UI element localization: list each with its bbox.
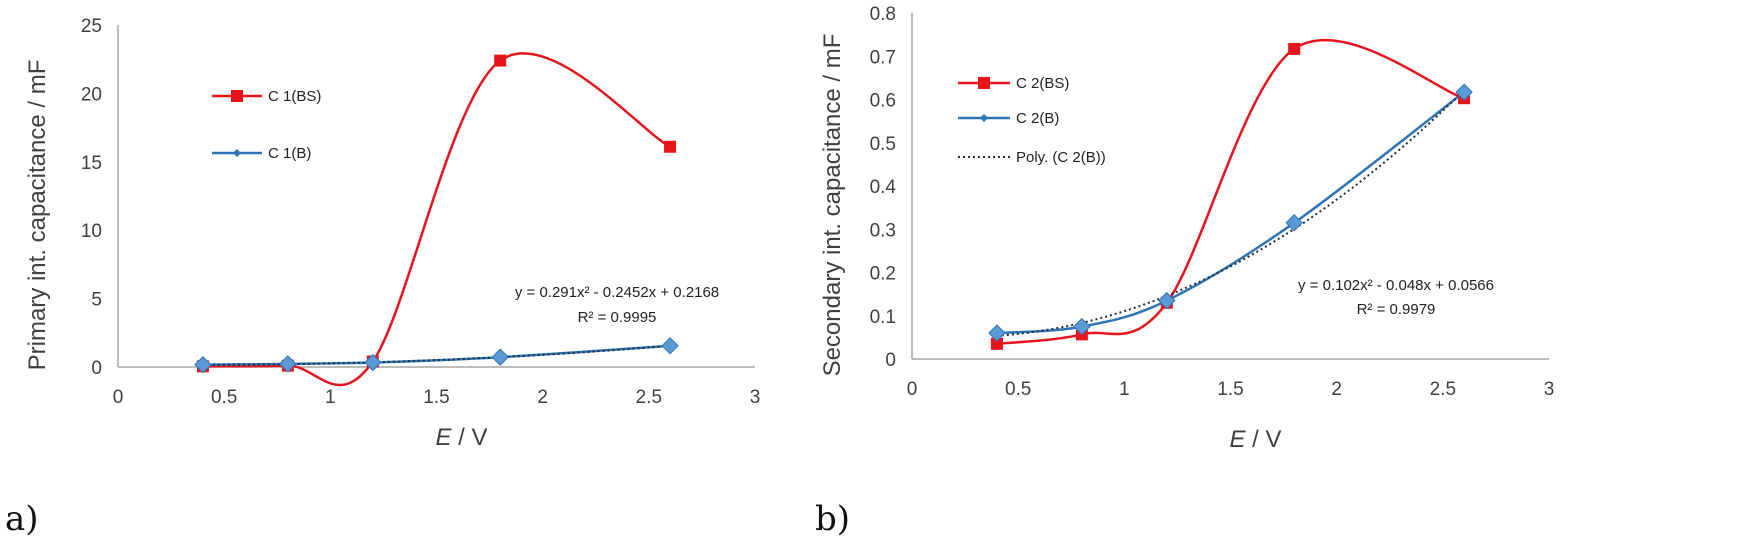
trendline-equation: y = 0.102x² - 0.048x + 0.0566 <box>1298 277 1494 294</box>
trendline-equation: y = 0.291x² - 0.2452x + 0.2168 <box>515 284 719 301</box>
legend-label: C 2(BS) <box>1016 75 1069 92</box>
x-tick-label: 1 <box>325 387 336 408</box>
trendline-poly <box>996 89 1465 337</box>
x-tick-label: 3 <box>1544 379 1555 400</box>
panel-label: b) <box>815 499 850 539</box>
data-point-b <box>661 337 679 355</box>
data-point-b <box>988 324 1006 342</box>
data-point-b <box>1158 291 1176 310</box>
x-tick-label: 1.5 <box>1217 379 1243 400</box>
x-tick-label: 0.5 <box>211 387 237 408</box>
data-point-bs <box>494 54 507 67</box>
x-tick-label: 2 <box>1331 379 1342 400</box>
legend-swatch-marker <box>980 114 988 122</box>
data-point-bs <box>664 140 677 153</box>
y-tick-label: 15 <box>81 153 102 174</box>
x-tick-label: 0 <box>113 387 124 408</box>
trendline-r-squared: R² = 0.9979 <box>1357 301 1436 318</box>
y-tick-label: 0.5 <box>870 134 896 155</box>
chart-panel-b: 0 0.5 1 1.5 2 2.5 3 0 0.1 0.2 0.3 0.4 0.5 0.6 0.7 0.8 E … <box>815 4 1554 539</box>
y-tick-label: 20 <box>81 84 102 105</box>
x-tick-label: 2.5 <box>1430 379 1456 400</box>
y-tick-label: 0 <box>885 350 896 371</box>
x-axis-label: E / V <box>435 424 487 451</box>
series-line-b <box>202 344 671 366</box>
y-tick-label: 25 <box>81 16 102 37</box>
x-tick-label: 1.5 <box>423 387 449 408</box>
legend-swatch-marker <box>233 149 241 157</box>
legend-label-trendline: Poly. (C 2(B)) <box>1016 149 1106 166</box>
y-tick-label: 0.3 <box>870 220 896 241</box>
x-tick-label: 2.5 <box>636 387 662 408</box>
data-point-b <box>194 355 212 374</box>
x-axis-label-unit: / V <box>1246 426 1282 453</box>
trendline-poly <box>202 344 671 366</box>
data-point-bs <box>990 337 1003 350</box>
legend-label: C 2(B) <box>1016 110 1059 127</box>
legend-swatch-marker <box>231 90 243 102</box>
x-axis-label-symbol: E <box>435 424 452 451</box>
y-axis-label: Primary int. capacitance / mF <box>24 60 51 371</box>
legend-label: C 1(BS) <box>268 88 321 105</box>
x-tick-label: 2 <box>537 387 548 408</box>
y-tick-label: 0.2 <box>870 264 896 285</box>
chart-panel-a: 0 0.5 1 1.5 2 2.5 3 0 5 10 15 20 25 E / V Primary int.… <box>5 16 760 539</box>
y-tick-label: 0.1 <box>870 307 896 328</box>
x-tick-label: 1 <box>1119 379 1130 400</box>
legend-swatch-marker <box>978 77 990 89</box>
y-axis-label: Secondary int. capacitance / mF <box>819 34 846 377</box>
y-tick-label: 0.8 <box>870 4 896 25</box>
data-point-b <box>279 355 297 373</box>
data-point-b <box>1455 83 1473 101</box>
data-point-b <box>364 353 382 372</box>
y-tick-label: 0.6 <box>870 91 896 112</box>
panel-label: a) <box>5 499 39 539</box>
data-point-b <box>1285 214 1303 232</box>
x-tick-label: 0 <box>907 379 918 400</box>
data-point-b <box>491 348 509 366</box>
x-tick-label: 0.5 <box>1005 379 1031 400</box>
x-axis-label-symbol: E <box>1229 426 1246 453</box>
legend-label: C 1(B) <box>268 145 311 162</box>
y-tick-label: 5 <box>91 290 102 311</box>
series-line-b <box>996 91 1465 335</box>
y-tick-label: 10 <box>81 221 102 242</box>
y-tick-label: 0 <box>91 358 102 379</box>
x-tick-label: 3 <box>750 387 761 408</box>
y-tick-label: 0.7 <box>870 47 896 68</box>
y-tick-label: 0.4 <box>870 177 897 198</box>
x-axis-label: E / V <box>1229 426 1281 453</box>
x-axis-label-unit: / V <box>452 424 488 451</box>
trendline-r-squared: R² = 0.9995 <box>578 309 657 326</box>
data-point-bs <box>1288 42 1301 55</box>
data-point-b <box>1073 317 1091 336</box>
